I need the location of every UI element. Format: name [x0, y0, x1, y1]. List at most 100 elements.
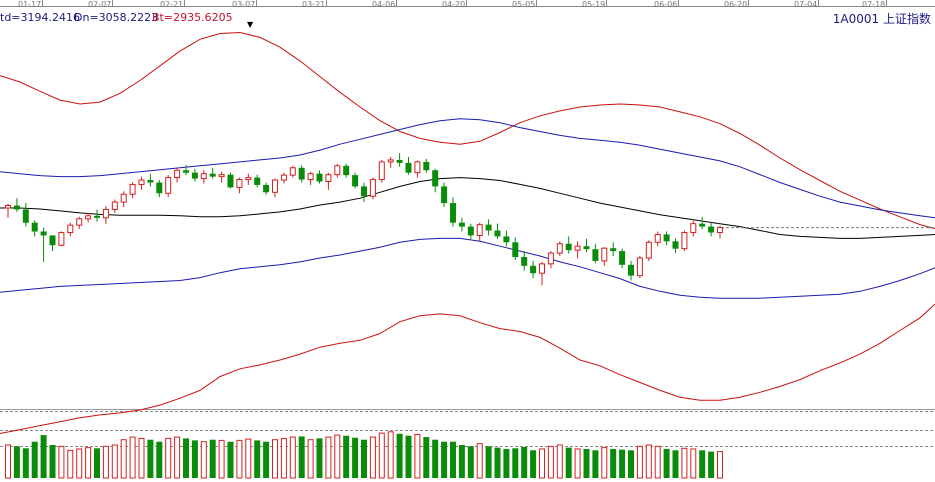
- candle[interactable]: [254, 174, 261, 188]
- volume-bar[interactable]: [298, 436, 305, 478]
- candle[interactable]: [512, 237, 519, 260]
- candle[interactable]: [298, 165, 305, 183]
- volume-bar[interactable]: [628, 450, 634, 478]
- volume-bar[interactable]: [31, 441, 38, 478]
- candle[interactable]: [111, 199, 118, 213]
- volume-bar[interactable]: [574, 448, 581, 479]
- candle[interactable]: [547, 251, 554, 269]
- volume-bar[interactable]: [494, 447, 501, 478]
- volume-bar[interactable]: [610, 448, 617, 478]
- triangle-down-icon[interactable]: ▼: [247, 20, 254, 29]
- candle[interactable]: [485, 219, 492, 236]
- volume-bar[interactable]: [423, 437, 430, 478]
- volume-bar[interactable]: [503, 448, 510, 478]
- volume-bar[interactable]: [681, 447, 688, 479]
- candle[interactable]: [450, 197, 456, 227]
- candle[interactable]: [325, 172, 332, 190]
- candle[interactable]: [503, 230, 510, 247]
- candle[interactable]: [236, 177, 243, 194]
- candle[interactable]: [307, 171, 314, 185]
- volume-bars[interactable]: [5, 431, 723, 479]
- volume-bar[interactable]: [227, 441, 234, 478]
- candle[interactable]: [156, 180, 163, 198]
- candle[interactable]: [85, 212, 92, 223]
- volume-bar[interactable]: [49, 445, 56, 478]
- volume-bar[interactable]: [645, 444, 652, 479]
- candle[interactable]: [467, 223, 474, 241]
- candle[interactable]: [423, 158, 430, 173]
- volume-bar[interactable]: [13, 446, 20, 478]
- volume-bar[interactable]: [111, 444, 118, 479]
- candle[interactable]: [263, 182, 270, 195]
- candle[interactable]: [378, 159, 385, 183]
- volume-bar[interactable]: [67, 449, 74, 479]
- volume-bar[interactable]: [512, 448, 519, 478]
- volume-bar[interactable]: [663, 448, 670, 478]
- candle[interactable]: [129, 182, 136, 199]
- volume-bar[interactable]: [539, 448, 545, 479]
- volume-bar[interactable]: [94, 448, 100, 478]
- volume-bar[interactable]: [530, 450, 537, 478]
- candle[interactable]: [699, 216, 706, 230]
- candle[interactable]: [583, 238, 590, 253]
- volume-bar[interactable]: [280, 437, 287, 479]
- candle[interactable]: [369, 177, 376, 200]
- candle[interactable]: [280, 172, 287, 184]
- candle[interactable]: [218, 171, 225, 183]
- volume-bar[interactable]: [361, 439, 367, 478]
- volume-bar[interactable]: [396, 433, 403, 478]
- volume-bar[interactable]: [556, 444, 563, 479]
- candle[interactable]: [654, 231, 661, 247]
- candle[interactable]: [663, 231, 670, 246]
- candle[interactable]: [147, 173, 154, 187]
- candle[interactable]: [672, 238, 679, 254]
- candle[interactable]: [272, 178, 278, 198]
- volume-bar[interactable]: [654, 445, 661, 479]
- candle[interactable]: [565, 236, 572, 254]
- candle[interactable]: [556, 241, 563, 257]
- candle[interactable]: [5, 204, 11, 218]
- volume-bar[interactable]: [334, 434, 341, 479]
- candle[interactable]: [521, 251, 528, 271]
- candle[interactable]: [165, 175, 172, 198]
- volume-bar[interactable]: [245, 438, 252, 479]
- volume-bar[interactable]: [378, 432, 385, 479]
- volume-bar[interactable]: [583, 448, 590, 478]
- candle[interactable]: [628, 260, 634, 281]
- volume-bar[interactable]: [619, 449, 626, 478]
- volume-bar[interactable]: [40, 435, 47, 478]
- candle[interactable]: [49, 235, 56, 252]
- candle[interactable]: [681, 230, 688, 252]
- volume-bar[interactable]: [387, 431, 394, 479]
- volume-bar[interactable]: [138, 437, 145, 479]
- volume-bar[interactable]: [200, 441, 207, 479]
- candles[interactable]: [5, 153, 723, 286]
- candle[interactable]: [592, 243, 599, 264]
- candle[interactable]: [708, 222, 715, 237]
- candle[interactable]: [183, 164, 189, 176]
- volume-bar[interactable]: [441, 441, 448, 478]
- volume-bar[interactable]: [405, 435, 412, 478]
- candle[interactable]: [138, 176, 145, 190]
- candle[interactable]: [102, 206, 109, 225]
- volume-bar[interactable]: [592, 450, 599, 478]
- volume-bar[interactable]: [708, 451, 715, 478]
- candle[interactable]: [405, 156, 412, 175]
- candle[interactable]: [387, 156, 394, 168]
- volume-bar[interactable]: [183, 438, 189, 478]
- volume-bar[interactable]: [521, 446, 528, 478]
- symbol-label[interactable]: 1A0001 上证指数: [832, 12, 931, 26]
- volume-bar[interactable]: [672, 450, 679, 478]
- candle[interactable]: [120, 191, 127, 207]
- volume-bar[interactable]: [450, 441, 456, 478]
- candle[interactable]: [245, 173, 252, 185]
- volume-bar[interactable]: [236, 439, 243, 479]
- candle[interactable]: [316, 170, 323, 184]
- candle[interactable]: [610, 242, 617, 257]
- candle[interactable]: [174, 167, 181, 183]
- volume-bar[interactable]: [307, 439, 314, 479]
- candle[interactable]: [690, 220, 697, 237]
- volume-bar[interactable]: [476, 443, 483, 479]
